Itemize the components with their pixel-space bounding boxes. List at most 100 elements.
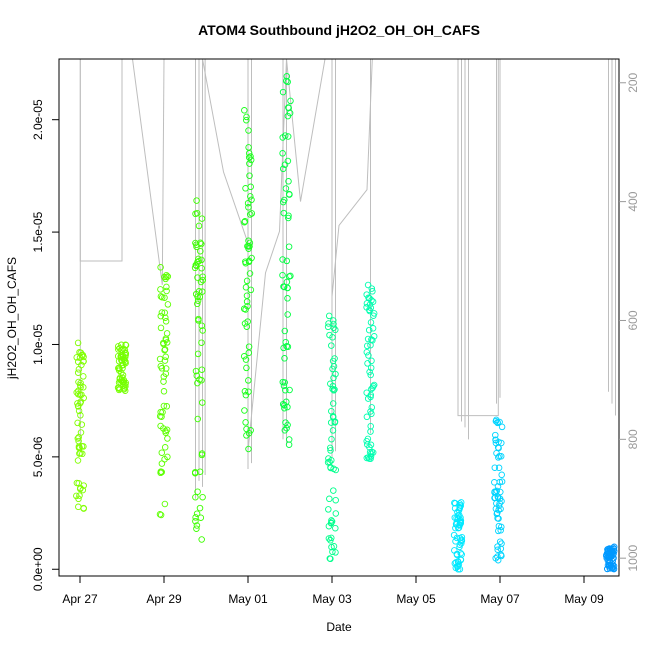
data-point: [162, 318, 170, 325]
data-point: [245, 377, 252, 384]
data-point: [77, 429, 85, 436]
data-point: [198, 339, 205, 346]
data-point: [279, 88, 287, 96]
data-point: [191, 469, 199, 477]
data-point: [197, 247, 204, 255]
data-point: [453, 519, 460, 526]
right-tick-label: 400: [626, 191, 640, 211]
data-point: [494, 553, 501, 560]
data-point: [161, 294, 168, 301]
y-tick-label: 1.0e-05: [31, 324, 45, 365]
data-point: [363, 291, 370, 298]
data-point: [279, 150, 286, 157]
chart-title: ATOM4 Southbound jH2O2_OH_OH_CAFS: [198, 22, 480, 38]
data-point: [285, 214, 292, 222]
data-point: [160, 339, 167, 347]
data-point: [366, 368, 373, 376]
data-point: [198, 366, 206, 373]
data-point: [363, 413, 371, 421]
data-point: [497, 551, 505, 559]
x-tick-label: Apr 27: [62, 592, 98, 606]
data-point: [247, 193, 254, 200]
data-point: [120, 356, 128, 364]
data-point: [245, 445, 252, 453]
data-point: [458, 537, 465, 545]
data-point: [76, 492, 83, 499]
data-point: [332, 496, 339, 504]
data-point: [193, 525, 200, 532]
data-point: [74, 369, 82, 376]
data-point: [283, 424, 290, 432]
data-point: [118, 369, 125, 377]
data-point: [247, 286, 255, 294]
data-point: [247, 153, 254, 160]
data-point: [328, 543, 335, 551]
data-point: [245, 144, 252, 151]
data-point: [243, 113, 250, 121]
data-point: [329, 427, 337, 434]
data-point: [194, 293, 201, 300]
data-point: [329, 365, 336, 373]
x-tick-label: May 03: [312, 592, 352, 606]
data-point: [365, 326, 373, 334]
data-point: [241, 218, 249, 225]
data-point: [367, 364, 375, 372]
data-point: [494, 546, 501, 553]
right-tick-label: 800: [626, 429, 640, 449]
data-point: [163, 283, 170, 291]
data-point: [369, 325, 377, 332]
data-point: [280, 198, 287, 206]
data-point: [243, 425, 250, 433]
data-point: [157, 362, 165, 370]
data-point: [73, 479, 81, 487]
data-point: [243, 432, 250, 439]
data-point: [325, 506, 332, 513]
data-point: [325, 455, 332, 462]
right-tick-label: 200: [626, 72, 640, 92]
data-point: [158, 449, 166, 456]
data-points-layer: [73, 73, 618, 573]
data-point: [162, 275, 169, 283]
data-point: [492, 488, 500, 496]
data-point: [330, 374, 337, 382]
data-point: [287, 272, 294, 280]
data-point: [74, 419, 81, 427]
y-axis-label: jH2O2_OH_OH_CAFS: [5, 257, 19, 380]
data-point: [193, 209, 201, 217]
data-point: [160, 402, 168, 410]
data-point: [74, 435, 82, 442]
data-point: [241, 107, 248, 114]
plot-frame: [58, 58, 620, 577]
data-point: [193, 522, 201, 529]
data-point: [194, 297, 202, 304]
data-point: [248, 196, 255, 204]
data-point: [367, 422, 374, 430]
data-point: [367, 441, 375, 449]
data-point: [119, 378, 127, 386]
data-point: [194, 379, 201, 387]
data-point: [194, 415, 202, 423]
data-point: [198, 536, 205, 543]
data-point: [76, 485, 84, 493]
data-point: [114, 352, 122, 360]
data-point: [246, 172, 253, 179]
data-point: [496, 452, 503, 460]
data-point: [329, 413, 337, 420]
data-point: [76, 382, 84, 389]
data-point: [284, 311, 291, 318]
data-point: [194, 488, 201, 495]
data-point: [454, 562, 462, 570]
data-point: [281, 355, 288, 362]
data-point: [367, 393, 374, 401]
data-point: [161, 455, 168, 463]
data-point: [456, 500, 463, 507]
y-tick-label: 0.0e+00: [31, 547, 45, 591]
data-point: [245, 127, 252, 134]
data-point: [118, 341, 125, 349]
data-point: [285, 104, 292, 111]
data-point: [498, 478, 506, 485]
data-point: [494, 483, 502, 490]
data-point: [164, 435, 171, 442]
data-point: [245, 258, 253, 266]
y-axis: 0.0e+00 5.0e-06 1.0e-05 1.5e-05 2.0e-05: [31, 99, 59, 591]
